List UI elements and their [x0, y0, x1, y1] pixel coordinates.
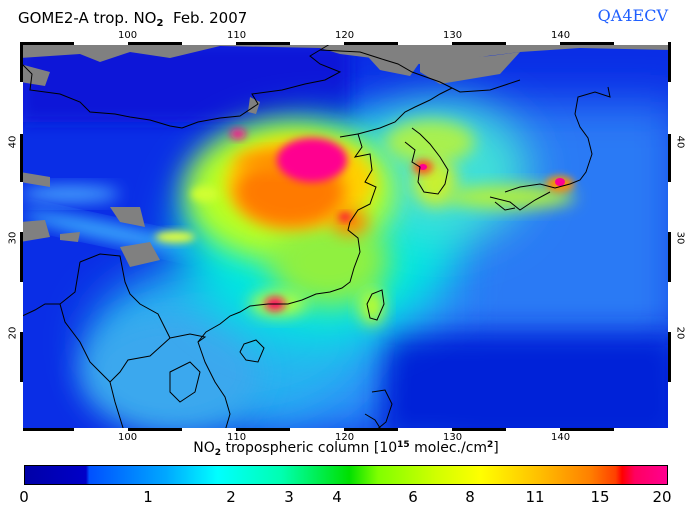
lon-tick-bottom: 100 [118, 432, 138, 443]
lat-tick-right: 20 [674, 326, 686, 340]
lon-tick-bottom: 120 [335, 432, 355, 443]
colorbar-tick: 3 [284, 488, 294, 506]
lat-tick-left: 20 [7, 326, 19, 340]
colorbar-tick: 20 [652, 488, 672, 506]
colorbar-tick: 1 [143, 488, 153, 506]
lon-tick-top: 100 [118, 30, 138, 41]
lon-tick-bottom: 130 [443, 432, 463, 443]
colorbar-tick: 4 [332, 488, 342, 506]
colorbar-tick: 8 [465, 488, 475, 506]
colorbar-tick: 2 [226, 488, 236, 506]
lon-tick-top: 130 [443, 30, 463, 41]
lat-tick-right: 30 [674, 231, 686, 245]
colorbar-tick: 15 [590, 488, 610, 506]
lat-tick-left: 30 [7, 231, 19, 245]
lat-tick-right: 40 [674, 135, 686, 149]
lon-tick-bottom: 110 [227, 432, 247, 443]
lon-tick-top: 140 [551, 30, 571, 41]
lon-tick-top: 110 [227, 30, 247, 41]
colorbar-tick: 11 [525, 488, 545, 506]
lon-tick-top: 120 [335, 30, 355, 41]
lon-tick-bottom: 140 [551, 432, 571, 443]
brand-logo: QA4ECV [597, 6, 668, 25]
colorbar-tick: 6 [408, 488, 418, 506]
colorbar-label: NO2 tropospheric column [1015 molec./cm2… [193, 440, 499, 458]
colorbar-tick: 0 [19, 488, 29, 506]
lat-tick-left: 40 [7, 135, 19, 149]
no2-heatmap [20, 42, 671, 431]
map-title: GOME2-A trop. NO2 Feb. 2007 [18, 9, 248, 29]
colorbar [24, 465, 668, 485]
